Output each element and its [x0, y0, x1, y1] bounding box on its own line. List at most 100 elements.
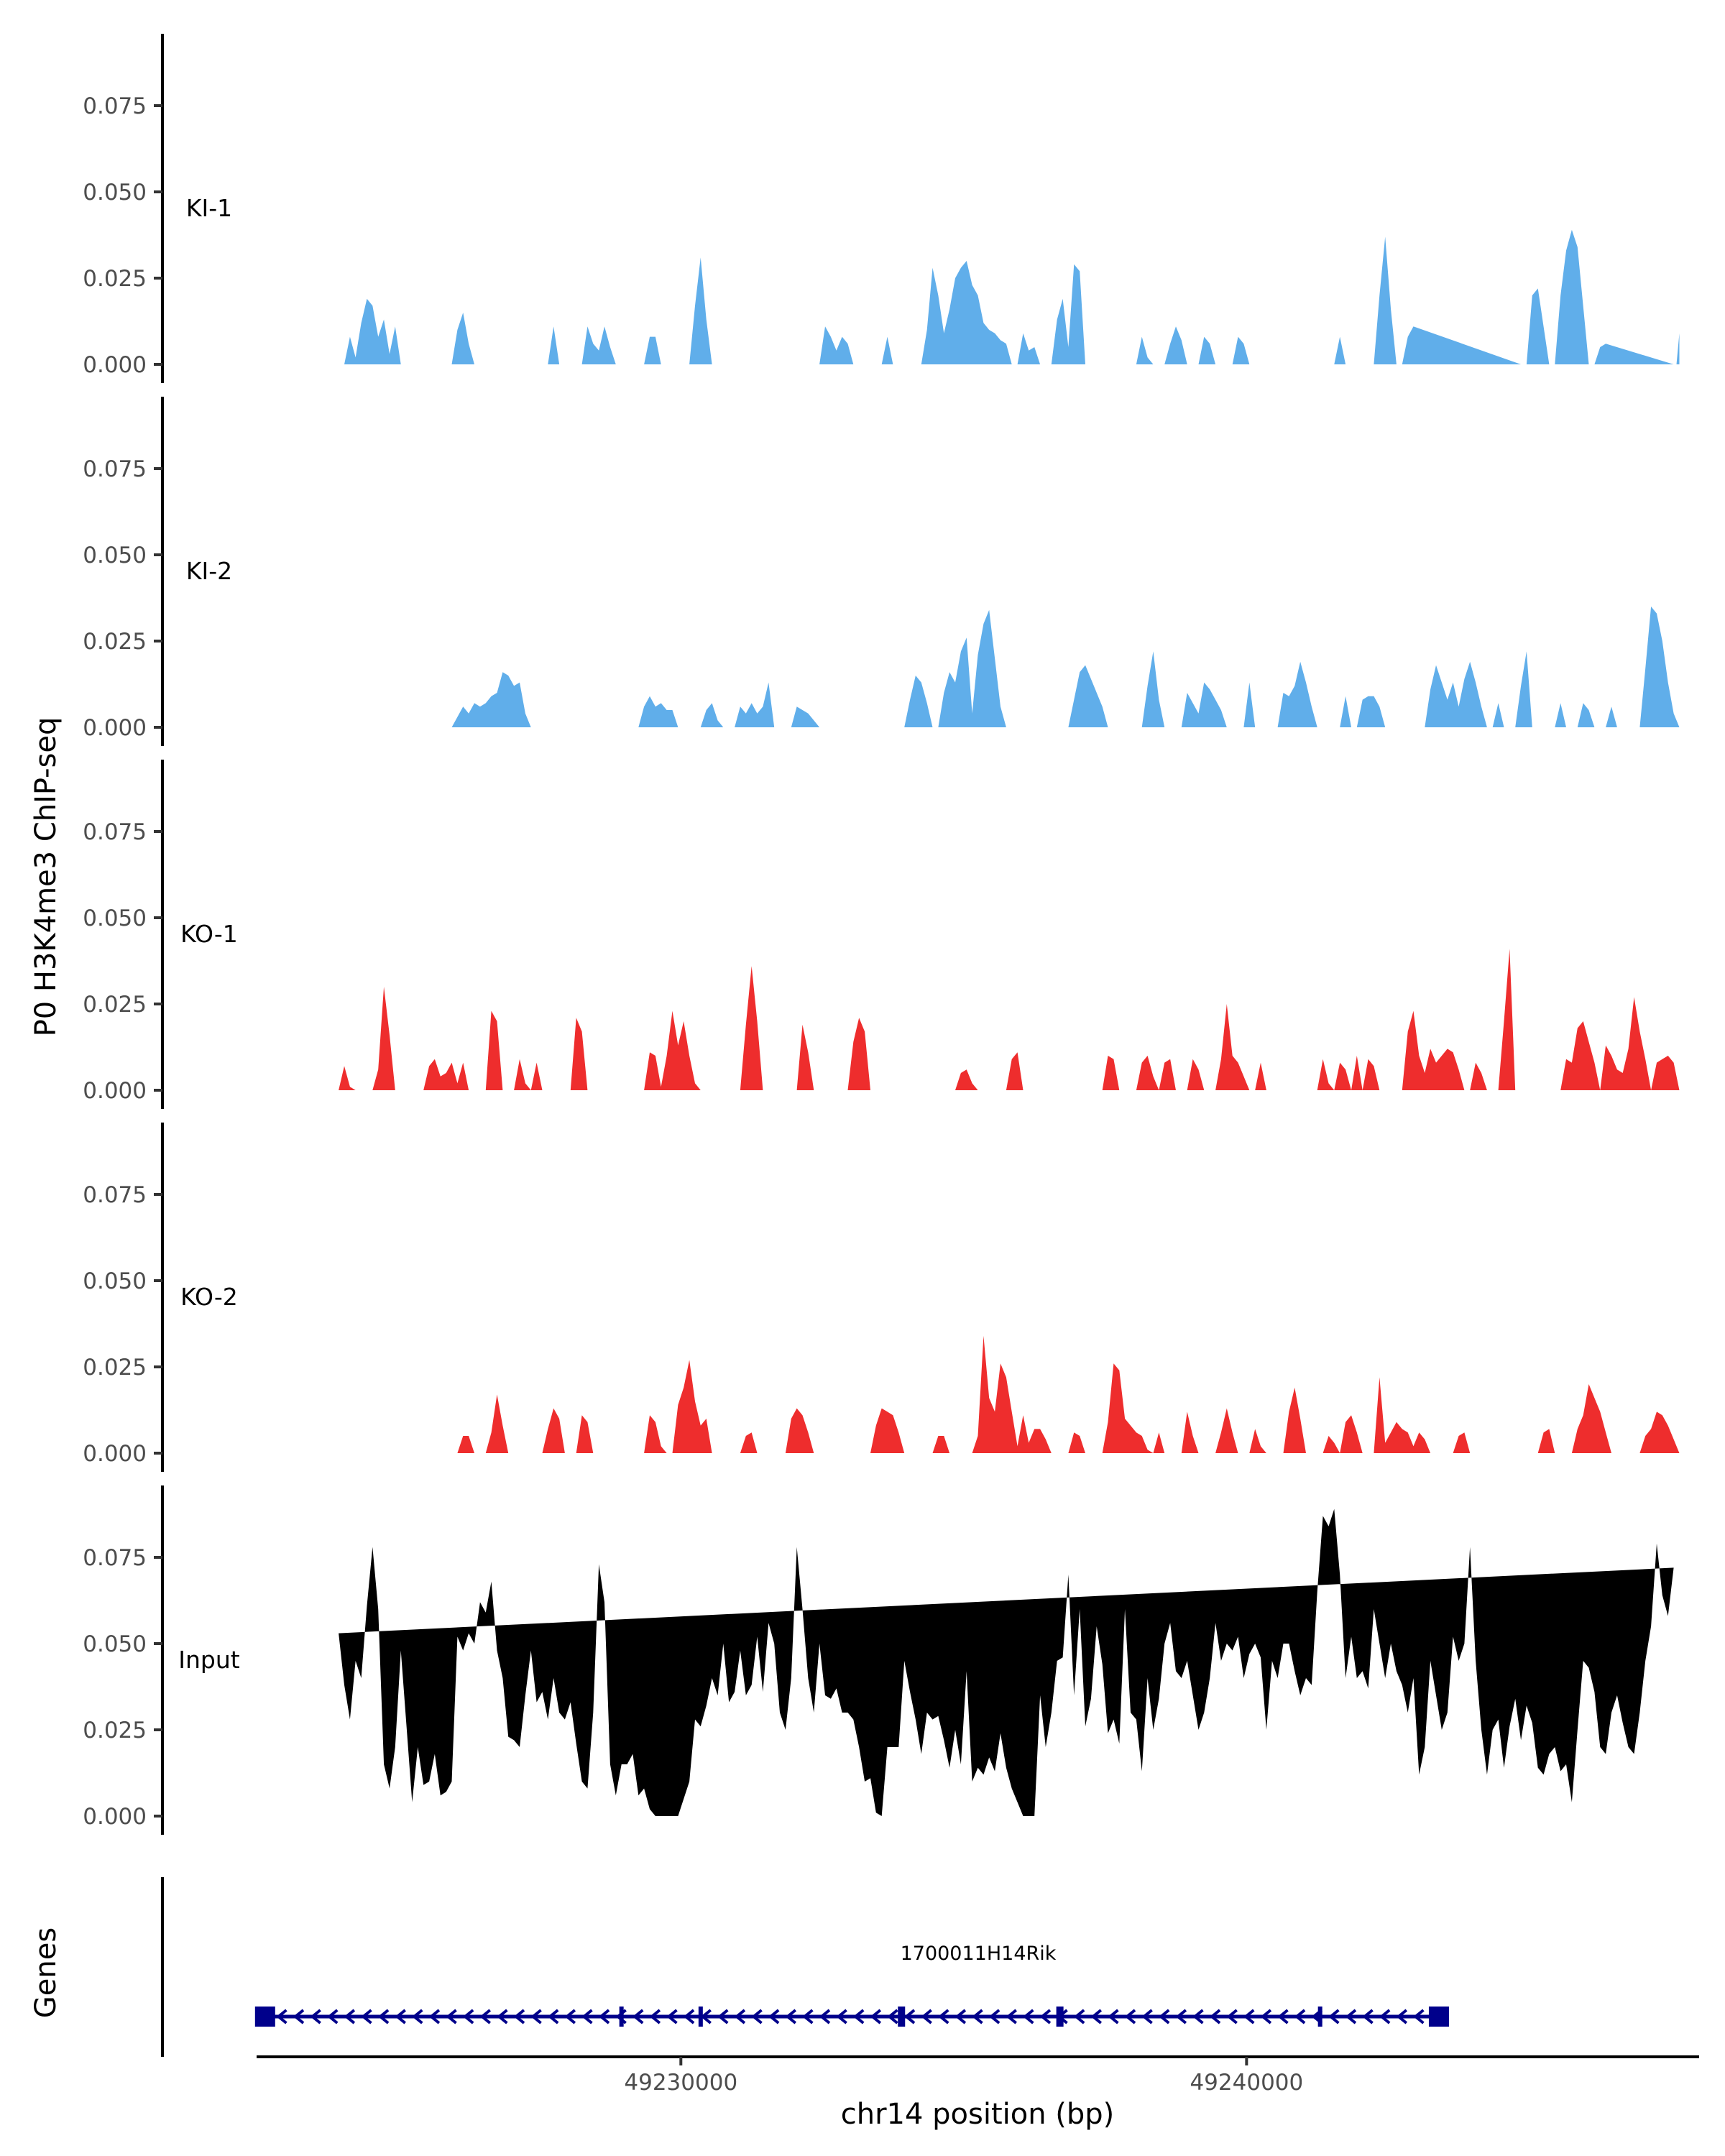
track-label: KO-2: [180, 1283, 238, 1311]
track-input: 0.000 0.025 0.050 0.075 Input: [83, 1485, 1674, 1835]
y-tick-label: 0.000: [83, 352, 147, 378]
strand-arrow: [921, 2009, 932, 2024]
track-label: KO-1: [180, 920, 238, 948]
strand-arrow: [632, 2009, 644, 2024]
y-axis-title: P0 H3K4me3 ChIP-seq: [29, 717, 63, 1037]
strand-arrow: [1006, 2009, 1017, 2024]
strand-arrow: [802, 2009, 814, 2024]
y-tick-label: 0.075: [83, 1545, 147, 1571]
strand-arrow: [530, 2009, 542, 2024]
strand-arrow: [988, 2009, 1000, 2024]
strand-arrow: [734, 2009, 746, 2024]
strand-arrow: [1141, 2009, 1153, 2024]
signal-area: [344, 229, 1680, 364]
strand-arrow: [1159, 2009, 1170, 2024]
gene-exon-minor: [698, 2007, 703, 2027]
strand-arrow: [1243, 2009, 1255, 2024]
strand-arrow: [377, 2009, 390, 2024]
y-tick-label: 0.075: [83, 93, 147, 119]
y-tick-label: 0.000: [83, 1804, 147, 1830]
strand-arrow: [1023, 2009, 1034, 2024]
gene-exon: [1056, 2007, 1064, 2027]
strand-arrow: [649, 2009, 661, 2024]
strand-arrow: [395, 2009, 406, 2024]
signal-area: [339, 949, 1680, 1090]
gene-exon: [1428, 2007, 1449, 2027]
track-ki-2: 0.000 0.025 0.050 0.075 KI-2: [83, 397, 1680, 746]
y-tick-label: 0.025: [83, 1355, 147, 1381]
strand-arrow: [428, 2009, 441, 2024]
strand-arrow: [1090, 2009, 1103, 2024]
track-ki-1: 0.000 0.025 0.050 0.075 KI-1: [83, 34, 1680, 383]
strand-arrow: [1108, 2009, 1119, 2024]
x-axis-title: chr14 position (bp): [841, 2098, 1115, 2131]
signal-area: [451, 607, 1680, 727]
strand-arrow: [361, 2009, 372, 2024]
strand-arrow: [1345, 2009, 1357, 2024]
strand-arrow: [938, 2009, 949, 2024]
strand-arrow: [412, 2009, 423, 2024]
strand-arrow: [972, 2009, 983, 2024]
strand-arrow: [870, 2009, 882, 2024]
strand-arrow: [1074, 2009, 1085, 2024]
strand-arrow: [548, 2009, 559, 2024]
strand-arrow: [717, 2009, 729, 2024]
strand-arrow: [1192, 2009, 1204, 2024]
signal-area: [339, 1508, 1674, 1816]
strand-arrow: [954, 2009, 967, 2024]
strand-arrow: [1209, 2009, 1221, 2024]
strand-arrow: [293, 2009, 305, 2024]
y-tick-label: 0.025: [83, 266, 147, 292]
strand-arrow: [1362, 2009, 1374, 2024]
strand-arrow: [446, 2009, 457, 2024]
y-tick-label: 0.025: [83, 992, 147, 1018]
strand-arrow: [1260, 2009, 1272, 2024]
gene-exon: [898, 2007, 906, 2027]
genes-layer: 49230000 49240000 1700011H14Rik: [161, 1877, 1699, 2096]
x-tick-label: 49230000: [624, 2070, 737, 2096]
strand-arrow: [683, 2009, 695, 2024]
gene-exon: [254, 2007, 275, 2027]
strand-arrow: [1039, 2009, 1052, 2024]
track-label: Input: [178, 1646, 240, 1674]
strand-arrow: [1294, 2009, 1306, 2024]
strand-arrow: [344, 2009, 356, 2024]
strand-arrow: [751, 2009, 763, 2024]
strand-arrow: [564, 2009, 576, 2024]
strand-arrow: [853, 2009, 865, 2024]
strand-arrow: [1379, 2009, 1391, 2024]
strand-arrow: [1396, 2009, 1408, 2024]
genes-axis-title: Genes: [29, 1927, 63, 2018]
tracks-layer: 0.0000.0250.0500.075KI-10.0000.0250.0500…: [83, 34, 1680, 1835]
strand-arrow: [1328, 2009, 1340, 2024]
strand-arrow: [903, 2009, 916, 2024]
strand-arrow: [836, 2009, 847, 2024]
strand-arrow: [1413, 2009, 1425, 2024]
strand-arrow: [785, 2009, 797, 2024]
x-tick-label: 49240000: [1190, 2070, 1303, 2096]
strand-arrow: [1124, 2009, 1136, 2024]
strand-arrow: [1175, 2009, 1187, 2024]
y-tick-label: 0.050: [83, 543, 147, 568]
strand-arrow: [887, 2009, 898, 2024]
strand-arrow: [327, 2009, 339, 2024]
strand-arrow: [462, 2009, 474, 2024]
y-tick-label: 0.025: [83, 1718, 147, 1743]
gene-exon-minor: [1317, 2007, 1322, 2027]
strand-arrow: [1277, 2009, 1289, 2024]
y-tick-label: 0.025: [83, 629, 147, 655]
strand-arrow: [310, 2009, 321, 2024]
strand-arrow: [768, 2009, 780, 2024]
strand-arrow: [581, 2009, 593, 2024]
y-tick-label: 0.075: [83, 819, 147, 845]
track-label: KI-1: [186, 194, 232, 222]
strand-arrow: [276, 2009, 288, 2024]
track-ko-1: 0.000 0.025 0.050 0.075 KO-1: [83, 760, 1680, 1109]
strand-arrow: [513, 2009, 525, 2024]
strand-arrow: [479, 2009, 492, 2024]
strand-arrow: [497, 2009, 508, 2024]
strand-arrow: [598, 2009, 610, 2024]
strand-arrow: [819, 2009, 831, 2024]
strand-arrow: [1226, 2009, 1238, 2024]
